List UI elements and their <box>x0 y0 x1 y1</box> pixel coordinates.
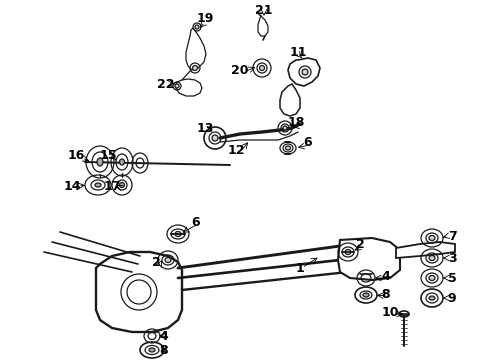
Text: 3: 3 <box>448 252 456 265</box>
Ellipse shape <box>429 275 435 280</box>
Ellipse shape <box>429 296 435 300</box>
Text: 1: 1 <box>295 261 304 274</box>
Ellipse shape <box>286 146 291 150</box>
Polygon shape <box>396 242 455 258</box>
Ellipse shape <box>120 183 124 188</box>
Polygon shape <box>186 28 206 70</box>
Circle shape <box>212 135 218 141</box>
Text: 11: 11 <box>289 45 307 59</box>
Text: 17: 17 <box>103 180 121 193</box>
Text: 4: 4 <box>160 329 169 342</box>
Circle shape <box>260 66 265 71</box>
Circle shape <box>283 126 287 130</box>
Text: 10: 10 <box>381 306 399 319</box>
Ellipse shape <box>175 231 181 237</box>
Polygon shape <box>288 58 320 86</box>
Text: 6: 6 <box>192 216 200 229</box>
Ellipse shape <box>95 183 101 187</box>
Text: 9: 9 <box>448 292 456 305</box>
Text: 20: 20 <box>231 63 249 77</box>
Text: 12: 12 <box>227 144 245 157</box>
Circle shape <box>193 66 197 71</box>
Ellipse shape <box>429 235 435 240</box>
Text: 4: 4 <box>382 270 391 283</box>
Text: 19: 19 <box>196 12 214 24</box>
Circle shape <box>175 84 179 88</box>
Text: 14: 14 <box>63 180 81 193</box>
Text: 16: 16 <box>67 149 85 162</box>
Ellipse shape <box>120 159 124 165</box>
Ellipse shape <box>165 257 171 262</box>
Ellipse shape <box>345 249 351 255</box>
Text: 22: 22 <box>157 77 175 90</box>
Text: 5: 5 <box>448 271 456 284</box>
Ellipse shape <box>97 158 103 166</box>
Polygon shape <box>258 16 268 36</box>
Polygon shape <box>176 79 202 96</box>
Ellipse shape <box>363 293 369 297</box>
Polygon shape <box>280 84 300 116</box>
Text: 8: 8 <box>382 288 391 302</box>
Circle shape <box>195 25 199 29</box>
Text: 15: 15 <box>99 149 117 162</box>
Ellipse shape <box>429 256 435 261</box>
Polygon shape <box>96 252 182 332</box>
Text: 2: 2 <box>356 238 365 251</box>
Circle shape <box>302 69 308 75</box>
Text: 6: 6 <box>304 135 312 149</box>
Text: 21: 21 <box>255 4 273 17</box>
Ellipse shape <box>399 311 409 317</box>
Text: 2: 2 <box>151 256 160 269</box>
Text: 13: 13 <box>196 122 214 135</box>
Text: 18: 18 <box>287 116 305 129</box>
Polygon shape <box>338 238 400 280</box>
Text: 7: 7 <box>448 230 456 243</box>
Text: 8: 8 <box>160 343 168 356</box>
Ellipse shape <box>149 348 155 352</box>
